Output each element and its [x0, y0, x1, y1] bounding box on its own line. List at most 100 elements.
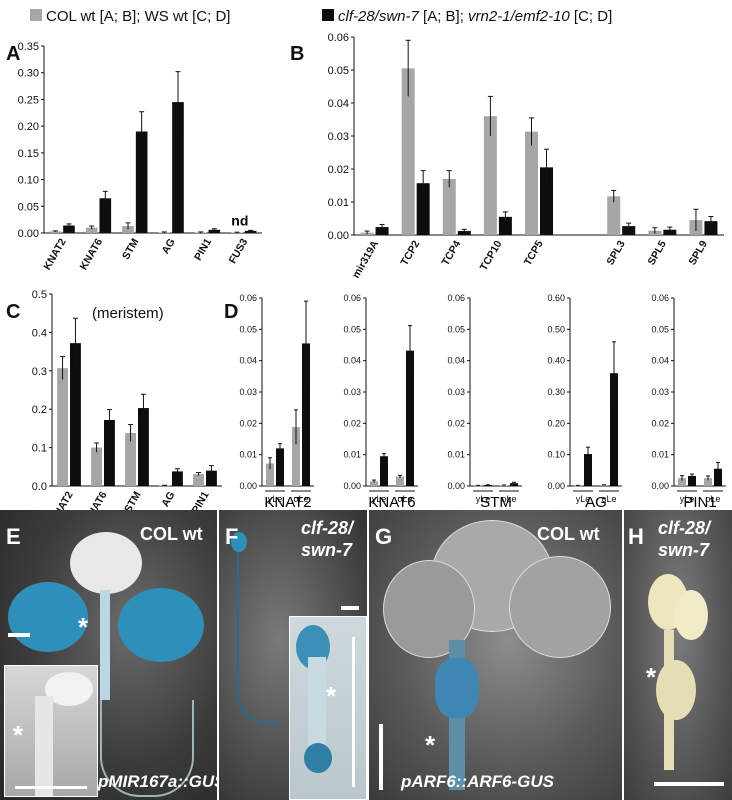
chart-d-knat6-cat-label-1: oLe	[397, 494, 412, 504]
seedling-f-root	[237, 552, 279, 724]
seedling-e-leaf-left	[8, 582, 88, 652]
chart-b-cat-label-8: SPL9	[687, 238, 711, 267]
chart-a-ytick-label-3: 0.15	[18, 148, 39, 160]
inset-f-scale-bar	[352, 637, 355, 787]
photo-e-inset: *	[4, 665, 98, 797]
chart-d-knat6-ytick-label-0: 0.00	[343, 481, 361, 491]
photo-f-scale-bar	[341, 606, 359, 610]
chart-b-cat-label-1: TCP2	[398, 238, 422, 267]
chart-panel-a: 0.00 0.05 0.10 0.15 0.20 0.25 0.30 0.35 KNAT2 KNA…	[18, 41, 262, 272]
chart-d-knat2-cat-label-0: yLe	[268, 494, 283, 504]
inset-e-star: *	[13, 720, 24, 750]
chart-a-cat-label-3: AG	[159, 237, 177, 257]
chart-d-ag-cat-label-0: yLe	[576, 494, 591, 504]
chart-d-ag-ytick-label-1: 0.10	[547, 450, 565, 460]
chart-d-pin1-bar-s1-1	[714, 468, 722, 486]
chart-a-bar-s1-4	[208, 229, 221, 233]
chart-c-ytick-label-4: 0.4	[32, 327, 47, 339]
chart-d-stm-ytick-label-3: 0.03	[447, 387, 465, 397]
chart-a-cat-label-4: PIN1	[192, 236, 214, 262]
chart-b-ytick-label-2: 0.02	[328, 164, 349, 176]
photo-g-label: COL wt	[537, 524, 600, 544]
chart-c-bar-s1-3	[172, 471, 183, 486]
chart-a-bar-s1-1	[99, 198, 112, 233]
chart-a-bar-s1-5	[244, 230, 257, 233]
legend-label-wt: COL wt [A; B]; WS wt [C; D]	[46, 8, 230, 25]
chart-b-bar-s1-0	[375, 227, 389, 235]
seedling-e-stem	[100, 590, 110, 700]
chart-b-ytick-label-6: 0.06	[328, 32, 349, 44]
chart-d-knat6-gene-label: KNAT6	[368, 494, 415, 510]
panel-letter-d: D	[224, 301, 238, 323]
chart-d-ag-gene-label: AG	[585, 494, 607, 510]
chart-c-cat-label-1: KNAT6	[82, 489, 110, 510]
chart-c-cat-label-4: PIN1	[190, 489, 212, 510]
chart-d-knat2-bar-s1-1	[302, 343, 310, 486]
chart-a-ytick-label-5: 0.25	[18, 94, 39, 106]
chart-d-pin1-bar-s0-1	[704, 478, 712, 486]
inset-e-leaf	[45, 672, 93, 706]
chart-b-bar-s0-6	[607, 196, 621, 235]
chart-a-cat-label-5: FUS3	[227, 236, 251, 265]
legend-swatch-wt	[30, 9, 42, 21]
chart-c-ytick-label-1: 0.1	[32, 443, 47, 455]
photo-f-letter: F	[225, 524, 239, 549]
photo-f: F clf-28/ swn-7 *	[219, 510, 367, 800]
chart-d-pin1-ytick-label-1: 0.01	[651, 450, 669, 460]
chart-c-bar-s0-4	[193, 474, 204, 486]
panel-letter-b: B	[290, 43, 304, 65]
chart-d-knat6-ytick-label-3: 0.03	[343, 387, 361, 397]
chart-a-cat-label-2: STM	[120, 236, 142, 261]
photo-g: G COL wt * pARF6::ARF6-GUS	[369, 510, 622, 800]
photo-e-caption: pMIR167a::GUS	[98, 772, 217, 791]
chart-d-knat6-bar-s0-0	[370, 481, 378, 486]
chart-c-bar-s1-1	[104, 419, 115, 486]
chart-d-knat6-ytick-label-4: 0.04	[343, 356, 361, 366]
chart-a-bar-s1-0	[63, 225, 75, 233]
chart-a-bar-s1-2	[135, 131, 148, 233]
chart-b-cat-label-0: mir319A	[350, 238, 381, 280]
chart-c-ytick-label-5: 0.5	[32, 289, 47, 301]
photo-e-star: *	[78, 612, 89, 642]
chart-d-pin1-ytick-label-2: 0.02	[651, 418, 669, 428]
chart-d-pin1-bar-s1-0	[688, 475, 696, 486]
legend-mut-italic-2: vrn2-1/emf2-10	[468, 8, 570, 25]
photo-e-scale-bar	[8, 633, 30, 637]
chart-a-cat-label-0: KNAT2	[41, 236, 69, 272]
chart-b-bar-s0-3	[483, 116, 497, 235]
chart-b-ytick-label-3: 0.03	[328, 131, 349, 143]
chart-d-knat2-ytick-label-4: 0.04	[239, 356, 257, 366]
chart-c-ytick-label-0: 0.0	[32, 481, 47, 493]
chart-b-bar-s1-8	[704, 221, 718, 235]
chart-d-pin1-ytick-label-4: 0.04	[651, 356, 669, 366]
panel-letter-a: A	[6, 43, 20, 65]
chart-d-knat2-ytick-label-1: 0.01	[239, 450, 257, 460]
chart-b-bar-s1-1	[416, 183, 430, 235]
chart-d-ag-ytick-label-6: 0.60	[547, 293, 565, 303]
chart-c-bar-s0-0	[57, 368, 68, 486]
chart-b-bar-s1-2	[457, 231, 471, 235]
photo-g-letter: G	[375, 524, 393, 549]
chart-a-ytick-label-0: 0.00	[18, 228, 39, 240]
chart-b-cat-label-3: TCP10	[478, 238, 505, 272]
chart-b-bar-s1-6	[622, 226, 636, 235]
chart-b-bar-s1-4	[540, 167, 553, 235]
photo-h-label-1: clf-28/	[658, 518, 711, 538]
chart-b-bar-s0-2	[442, 178, 456, 235]
chart-d-knat2-ytick-label-3: 0.03	[239, 387, 257, 397]
seedling-e-root	[100, 700, 194, 797]
photo-h-letter: H	[628, 524, 644, 549]
photo-h: H clf-28/ swn-7 *	[624, 510, 732, 800]
chart-b-bar-s1-3	[498, 216, 512, 235]
legend-label-mut: clf-28/swn-7 [A; B]; vrn2-1/emf2-10 [C; …	[338, 8, 612, 25]
chart-a-ytick-label-4: 0.20	[18, 121, 39, 133]
chart-d-knat2-ytick-label-6: 0.06	[239, 293, 257, 303]
chart-d-ag-bar-s1-1	[610, 373, 618, 486]
chart-d-knat6-ytick-label-5: 0.05	[343, 324, 361, 334]
chart-d-stm-gene-label: STM	[480, 494, 512, 510]
chart-c-bar-s0-1	[91, 447, 102, 486]
seedling-f-body	[231, 532, 247, 552]
chart-d-knat2-ytick-label-5: 0.05	[239, 324, 257, 334]
